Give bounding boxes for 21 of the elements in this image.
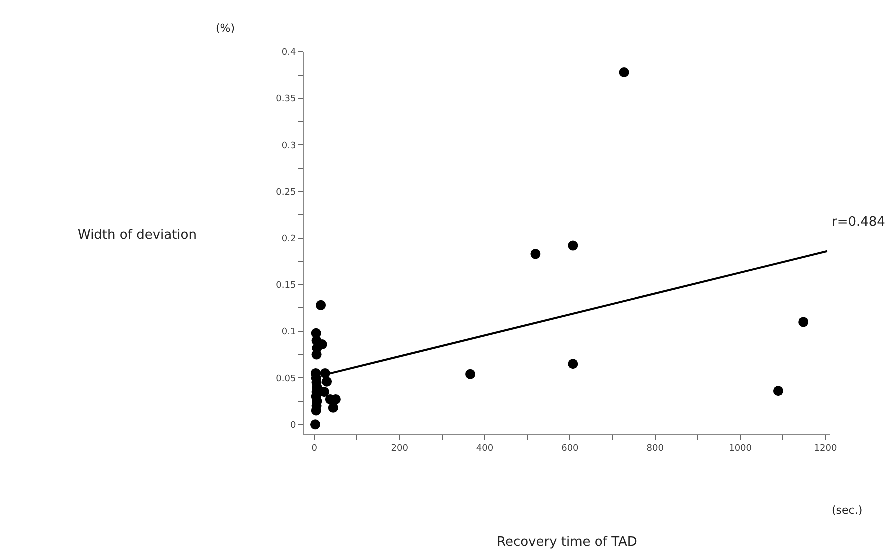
x-tick-label: 1200 — [814, 444, 838, 454]
x-tick-label: 200 — [391, 444, 409, 454]
y-tick-label: 0.2 — [282, 234, 296, 244]
y-tick-label: 0 — [290, 420, 296, 431]
text: Recovery time of TAD — [497, 535, 638, 550]
text: (sec.) — [832, 504, 863, 517]
text: Width of deviation — [78, 228, 197, 243]
y-tick-label: 0.3 — [282, 141, 296, 152]
y-tick-label: 0.35 — [276, 94, 296, 105]
y-tick-label: 0.25 — [276, 188, 296, 198]
y-tick-label: 0.15 — [276, 281, 296, 292]
x-tick-label: 0 — [312, 444, 318, 454]
text: (%) — [216, 22, 236, 35]
x-tick-label: 800 — [646, 444, 664, 454]
x-tick-label: 400 — [476, 444, 494, 454]
text: r=0.484 — [832, 215, 886, 230]
y-tick-label: 0.1 — [282, 328, 296, 338]
y-tick-label: 0.4 — [282, 48, 296, 58]
x-tick-label: 1000 — [729, 444, 752, 454]
x-tick-label: 600 — [562, 444, 580, 454]
y-tick-label: 0.05 — [276, 374, 296, 384]
